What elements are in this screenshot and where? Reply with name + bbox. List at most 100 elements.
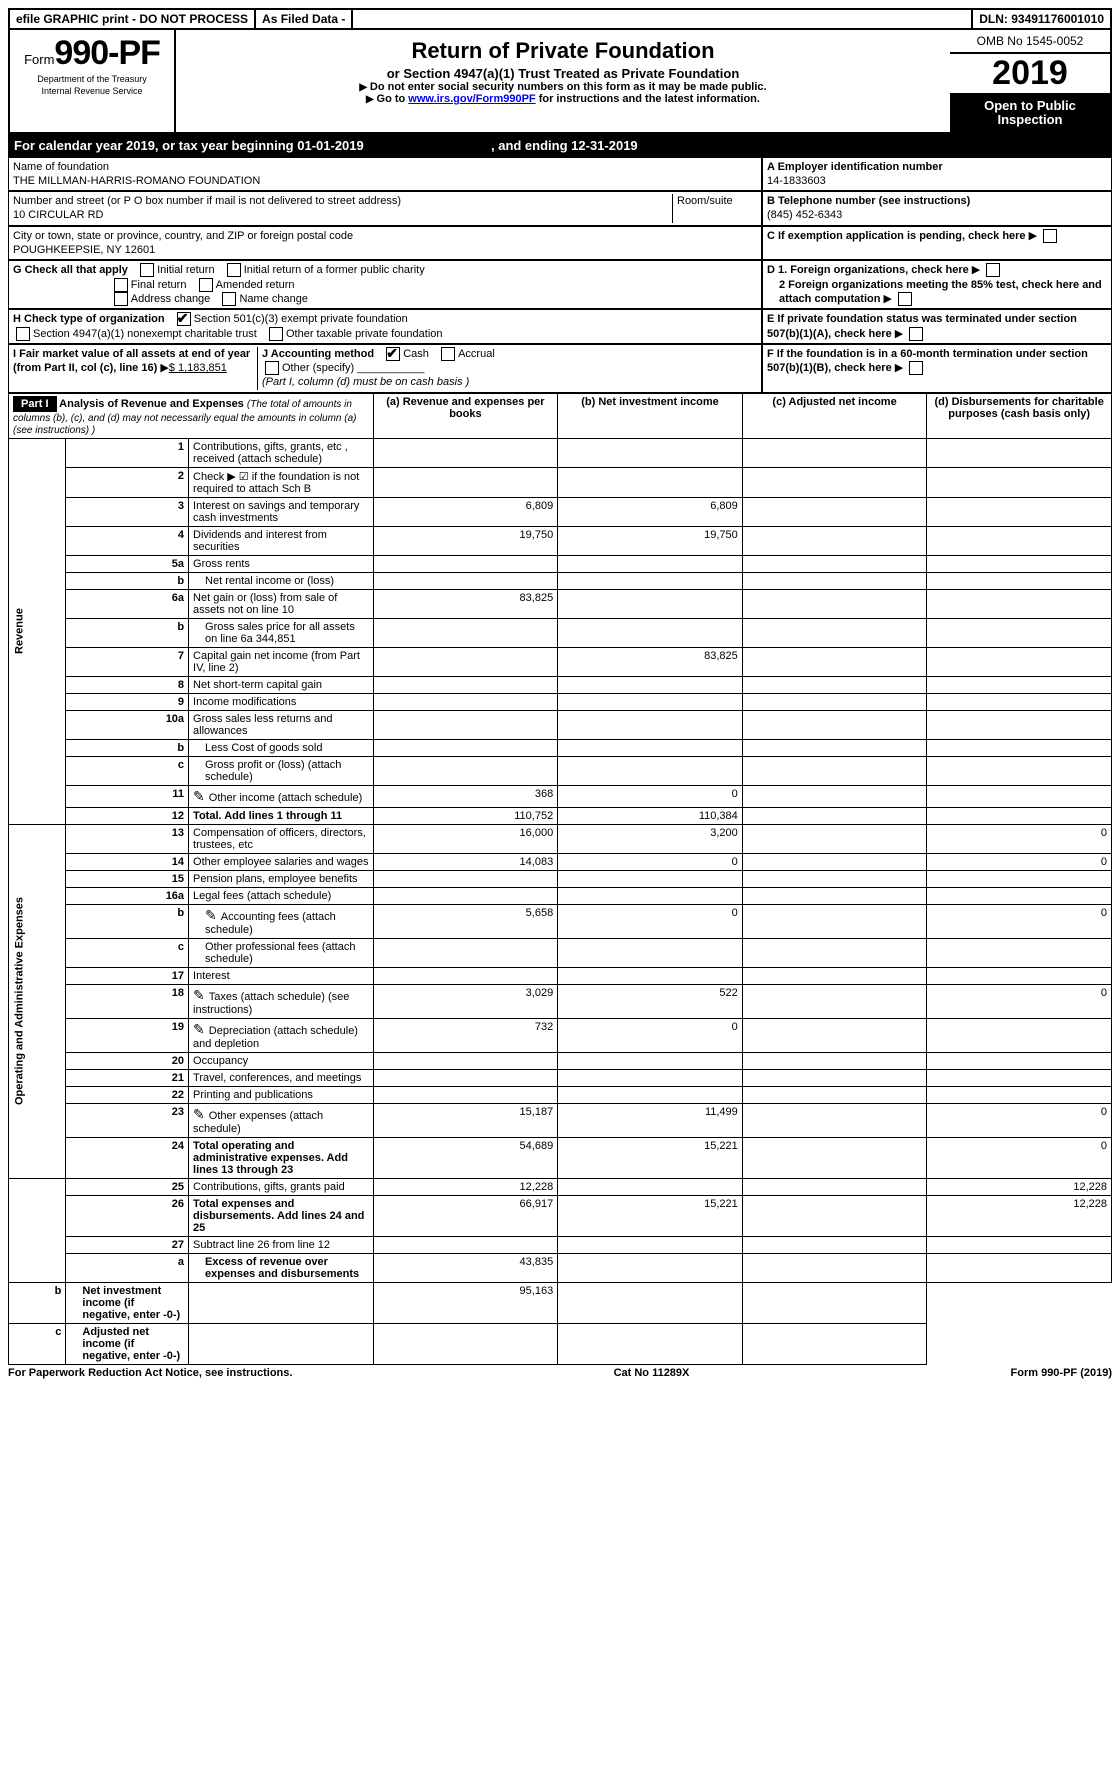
- amount-cell: [558, 1253, 743, 1282]
- amount-cell: [373, 710, 558, 739]
- table-row: 12Total. Add lines 1 through 11110,75211…: [9, 807, 1112, 824]
- amount-cell: 12,228: [373, 1178, 558, 1195]
- amount-cell: [742, 647, 927, 676]
- d1-checkbox[interactable]: [986, 263, 1000, 277]
- row-number: b: [9, 1282, 66, 1323]
- amount-cell: [373, 756, 558, 785]
- amount-cell: [373, 467, 558, 497]
- amount-cell: [742, 1137, 927, 1178]
- irs-label: Internal Revenue Service: [12, 87, 172, 97]
- amount-cell: 95,163: [373, 1282, 558, 1323]
- table-row: 18Taxes (attach schedule) (see instructi…: [9, 984, 1112, 1018]
- amount-cell: [373, 1236, 558, 1253]
- table-row: 4Dividends and interest from securities1…: [9, 526, 1112, 555]
- top-bar: efile GRAPHIC print - DO NOT PROCESS As …: [8, 8, 1112, 30]
- d2-checkbox[interactable]: [898, 292, 912, 306]
- amount-cell: [742, 1103, 927, 1137]
- revenue-label: Revenue: [9, 438, 66, 824]
- table-row: 17Interest: [9, 967, 1112, 984]
- table-row: cAdjusted net income (if negative, enter…: [9, 1323, 1112, 1364]
- g-address-checkbox[interactable]: [114, 292, 128, 306]
- exemption-pending-cell: C If exemption application is pending, c…: [762, 226, 1112, 261]
- row-description: Total operating and administrative expen…: [189, 1137, 374, 1178]
- g-initial-former-checkbox[interactable]: [227, 263, 241, 277]
- table-row: 8Net short-term capital gain: [9, 676, 1112, 693]
- attachment-icon: [193, 792, 209, 804]
- amount-cell: [742, 853, 927, 870]
- row-description: Accounting fees (attach schedule): [189, 904, 374, 938]
- amount-cell: 368: [373, 785, 558, 807]
- table-row: 19Depreciation (attach schedule) and dep…: [9, 1018, 1112, 1052]
- amount-cell: [742, 555, 927, 572]
- row-number: b: [66, 739, 189, 756]
- row-description: Printing and publications: [189, 1086, 374, 1103]
- h-other-checkbox[interactable]: [269, 327, 283, 341]
- attachment-icon: [193, 1110, 209, 1122]
- row-description: Depreciation (attach schedule) and deple…: [189, 1018, 374, 1052]
- j-accrual-checkbox[interactable]: [441, 347, 455, 361]
- ein-cell: A Employer identification number 14-1833…: [762, 157, 1112, 192]
- g-final-checkbox[interactable]: [114, 278, 128, 292]
- amount-cell: [742, 1253, 927, 1282]
- row-number: b: [66, 904, 189, 938]
- amount-cell: [927, 1236, 1112, 1253]
- h-orgtype-cell: H Check type of organization Section 501…: [8, 309, 762, 344]
- e-checkbox[interactable]: [909, 327, 923, 341]
- table-row: bNet investment income (if negative, ent…: [9, 1282, 1112, 1323]
- open-public-badge: Open to Public Inspection: [950, 95, 1110, 132]
- row-number: 3: [66, 497, 189, 526]
- amount-cell: [373, 1086, 558, 1103]
- row-number: a: [66, 1253, 189, 1282]
- table-row: 23Other expenses (attach schedule)15,187…: [9, 1103, 1112, 1137]
- dept-treasury: Department of the Treasury: [12, 75, 172, 85]
- amount-cell: 0: [558, 785, 743, 807]
- amount-cell: [742, 1195, 927, 1236]
- amount-cell: 0: [558, 1018, 743, 1052]
- j-cash-checkbox[interactable]: [386, 347, 400, 361]
- amount-cell: [742, 870, 927, 887]
- amount-cell: [558, 1069, 743, 1086]
- amount-cell: 732: [373, 1018, 558, 1052]
- g-check-cell: G Check all that apply Initial return In…: [8, 260, 762, 309]
- amount-cell: 3,029: [373, 984, 558, 1018]
- form-subtitle: or Section 4947(a)(1) Trust Treated as P…: [184, 66, 942, 81]
- table-row: 10aGross sales less returns and allowanc…: [9, 710, 1112, 739]
- table-row: cOther professional fees (attach schedul…: [9, 938, 1112, 967]
- table-row: 6aNet gain or (loss) from sale of assets…: [9, 589, 1112, 618]
- c-checkbox[interactable]: [1043, 229, 1057, 243]
- g-amended-checkbox[interactable]: [199, 278, 213, 292]
- h-501c3-checkbox[interactable]: [177, 312, 191, 326]
- amount-cell: [373, 555, 558, 572]
- h-4947-checkbox[interactable]: [16, 327, 30, 341]
- table-row: bNet rental income or (loss): [9, 572, 1112, 589]
- table-row: 14Other employee salaries and wages14,08…: [9, 853, 1112, 870]
- j-other-checkbox[interactable]: [265, 361, 279, 375]
- table-row: 24Total operating and administrative exp…: [9, 1137, 1112, 1178]
- dln: DLN: 93491176001010: [973, 10, 1110, 28]
- irs-link[interactable]: www.irs.gov/Form990PF: [408, 93, 535, 105]
- form-footer: Form 990-PF (2019): [1011, 1367, 1112, 1379]
- g-initial-checkbox[interactable]: [140, 263, 154, 277]
- amount-cell: [558, 938, 743, 967]
- amount-cell: [742, 1052, 927, 1069]
- amount-cell: [373, 676, 558, 693]
- row-description: Occupancy: [189, 1052, 374, 1069]
- amount-cell: [927, 739, 1112, 756]
- row-number: 19: [66, 1018, 189, 1052]
- omb-number: OMB No 1545-0052: [950, 30, 1110, 54]
- telephone-cell: B Telephone number (see instructions) (8…: [762, 191, 1112, 226]
- efile-notice: efile GRAPHIC print - DO NOT PROCESS: [10, 10, 256, 28]
- row-number: 2: [66, 467, 189, 497]
- amount-cell: [558, 572, 743, 589]
- row-description: Gross rents: [189, 555, 374, 572]
- part-i-table: Part I Analysis of Revenue and Expenses …: [8, 393, 1112, 1365]
- amount-cell: [742, 526, 927, 555]
- f-checkbox[interactable]: [909, 361, 923, 375]
- amount-cell: 6,809: [558, 497, 743, 526]
- form-label: Form: [24, 52, 54, 67]
- g-name-checkbox[interactable]: [222, 292, 236, 306]
- row-number: 23: [66, 1103, 189, 1137]
- amount-cell: [742, 1069, 927, 1086]
- row-number: 13: [66, 824, 189, 853]
- form-title: Return of Private Foundation: [184, 38, 942, 64]
